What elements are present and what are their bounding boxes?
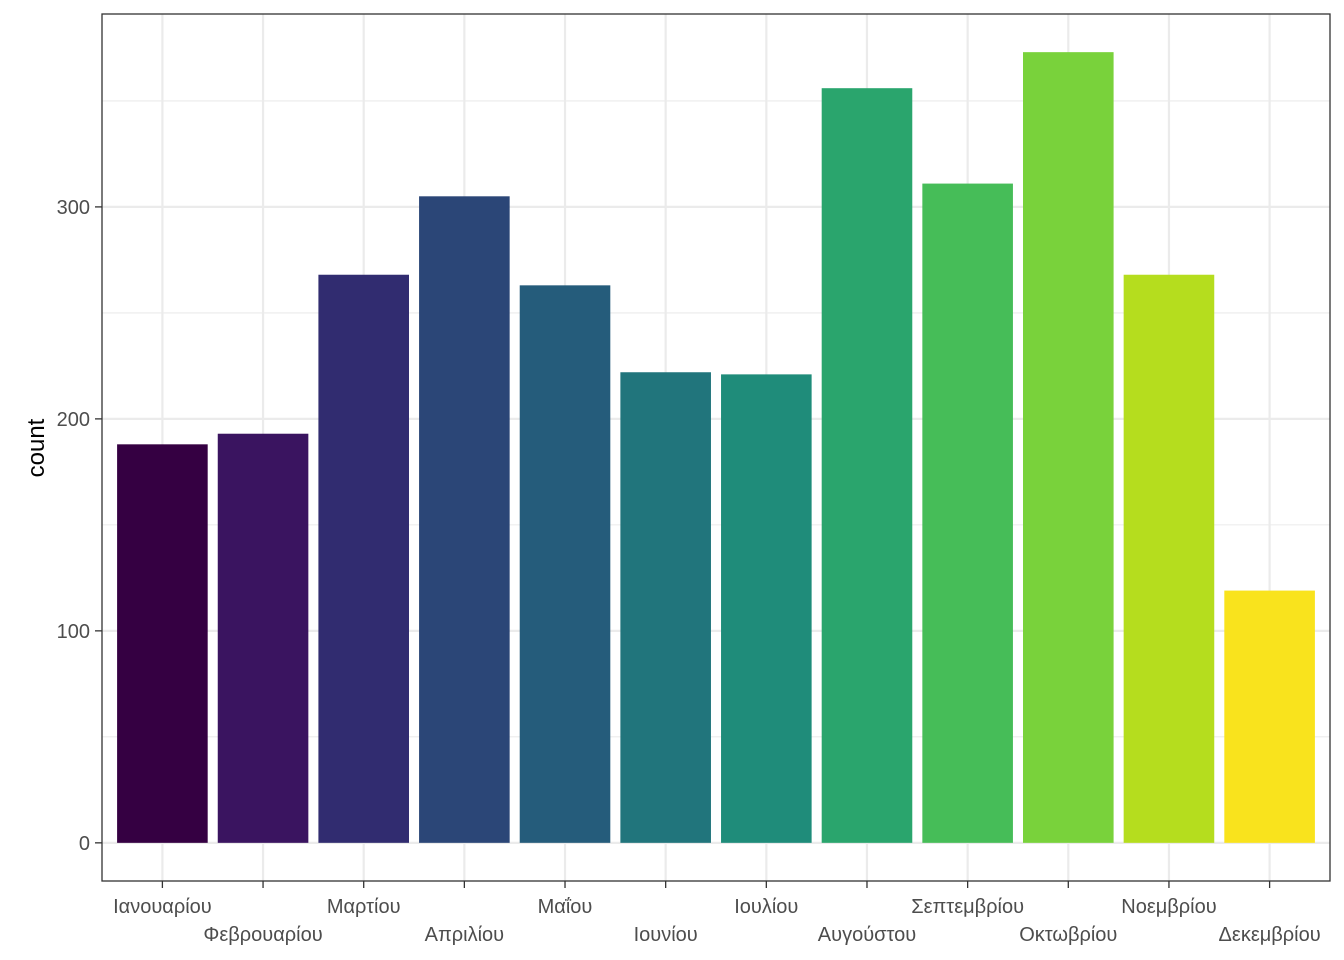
bar-11 — [1123, 274, 1215, 843]
y-axis: 0 100 200 300 — [57, 197, 102, 855]
y-tick-label: 0 — [79, 833, 90, 855]
x-tick-label: Δεκεμβρίου — [1219, 924, 1321, 946]
bar-3 — [318, 274, 409, 843]
x-tick-label: Ιουλίου — [734, 896, 798, 918]
x-tick-label: Φεβρουαρίου — [203, 924, 322, 946]
x-tick-label: Απριλίου — [425, 924, 504, 946]
bar-8 — [821, 88, 913, 843]
bar-2 — [217, 433, 309, 843]
y-tick-label: 200 — [57, 409, 90, 431]
x-tick-label: Μαρτίου — [327, 896, 401, 918]
y-tick-label: 300 — [57, 197, 90, 219]
x-tick-label: Νοεμβρίου — [1121, 896, 1216, 918]
y-axis-title: count — [23, 418, 50, 477]
plot-border — [101, 13, 1331, 882]
x-tick-label: Ιουνίου — [634, 924, 698, 946]
x-tick-label: Σεπτεμβρίου — [911, 896, 1024, 918]
bar-1 — [117, 444, 208, 843]
bar-5 — [519, 285, 611, 843]
bar-10 — [1023, 52, 1114, 843]
x-tick-label: Ιανουαρίου — [113, 896, 212, 918]
x-tick-label: Μαΐου — [538, 896, 593, 918]
y-tick-label: 100 — [57, 621, 90, 643]
x-tick-label: Αυγούστου — [818, 924, 916, 946]
bar-7 — [721, 374, 812, 843]
bar-12 — [1224, 590, 1315, 843]
x-tick-label: Οκτωβρίου — [1019, 924, 1117, 946]
bars — [117, 52, 1315, 843]
bar-9 — [922, 183, 1013, 843]
bar-4 — [419, 196, 510, 843]
bar-6 — [620, 372, 711, 843]
